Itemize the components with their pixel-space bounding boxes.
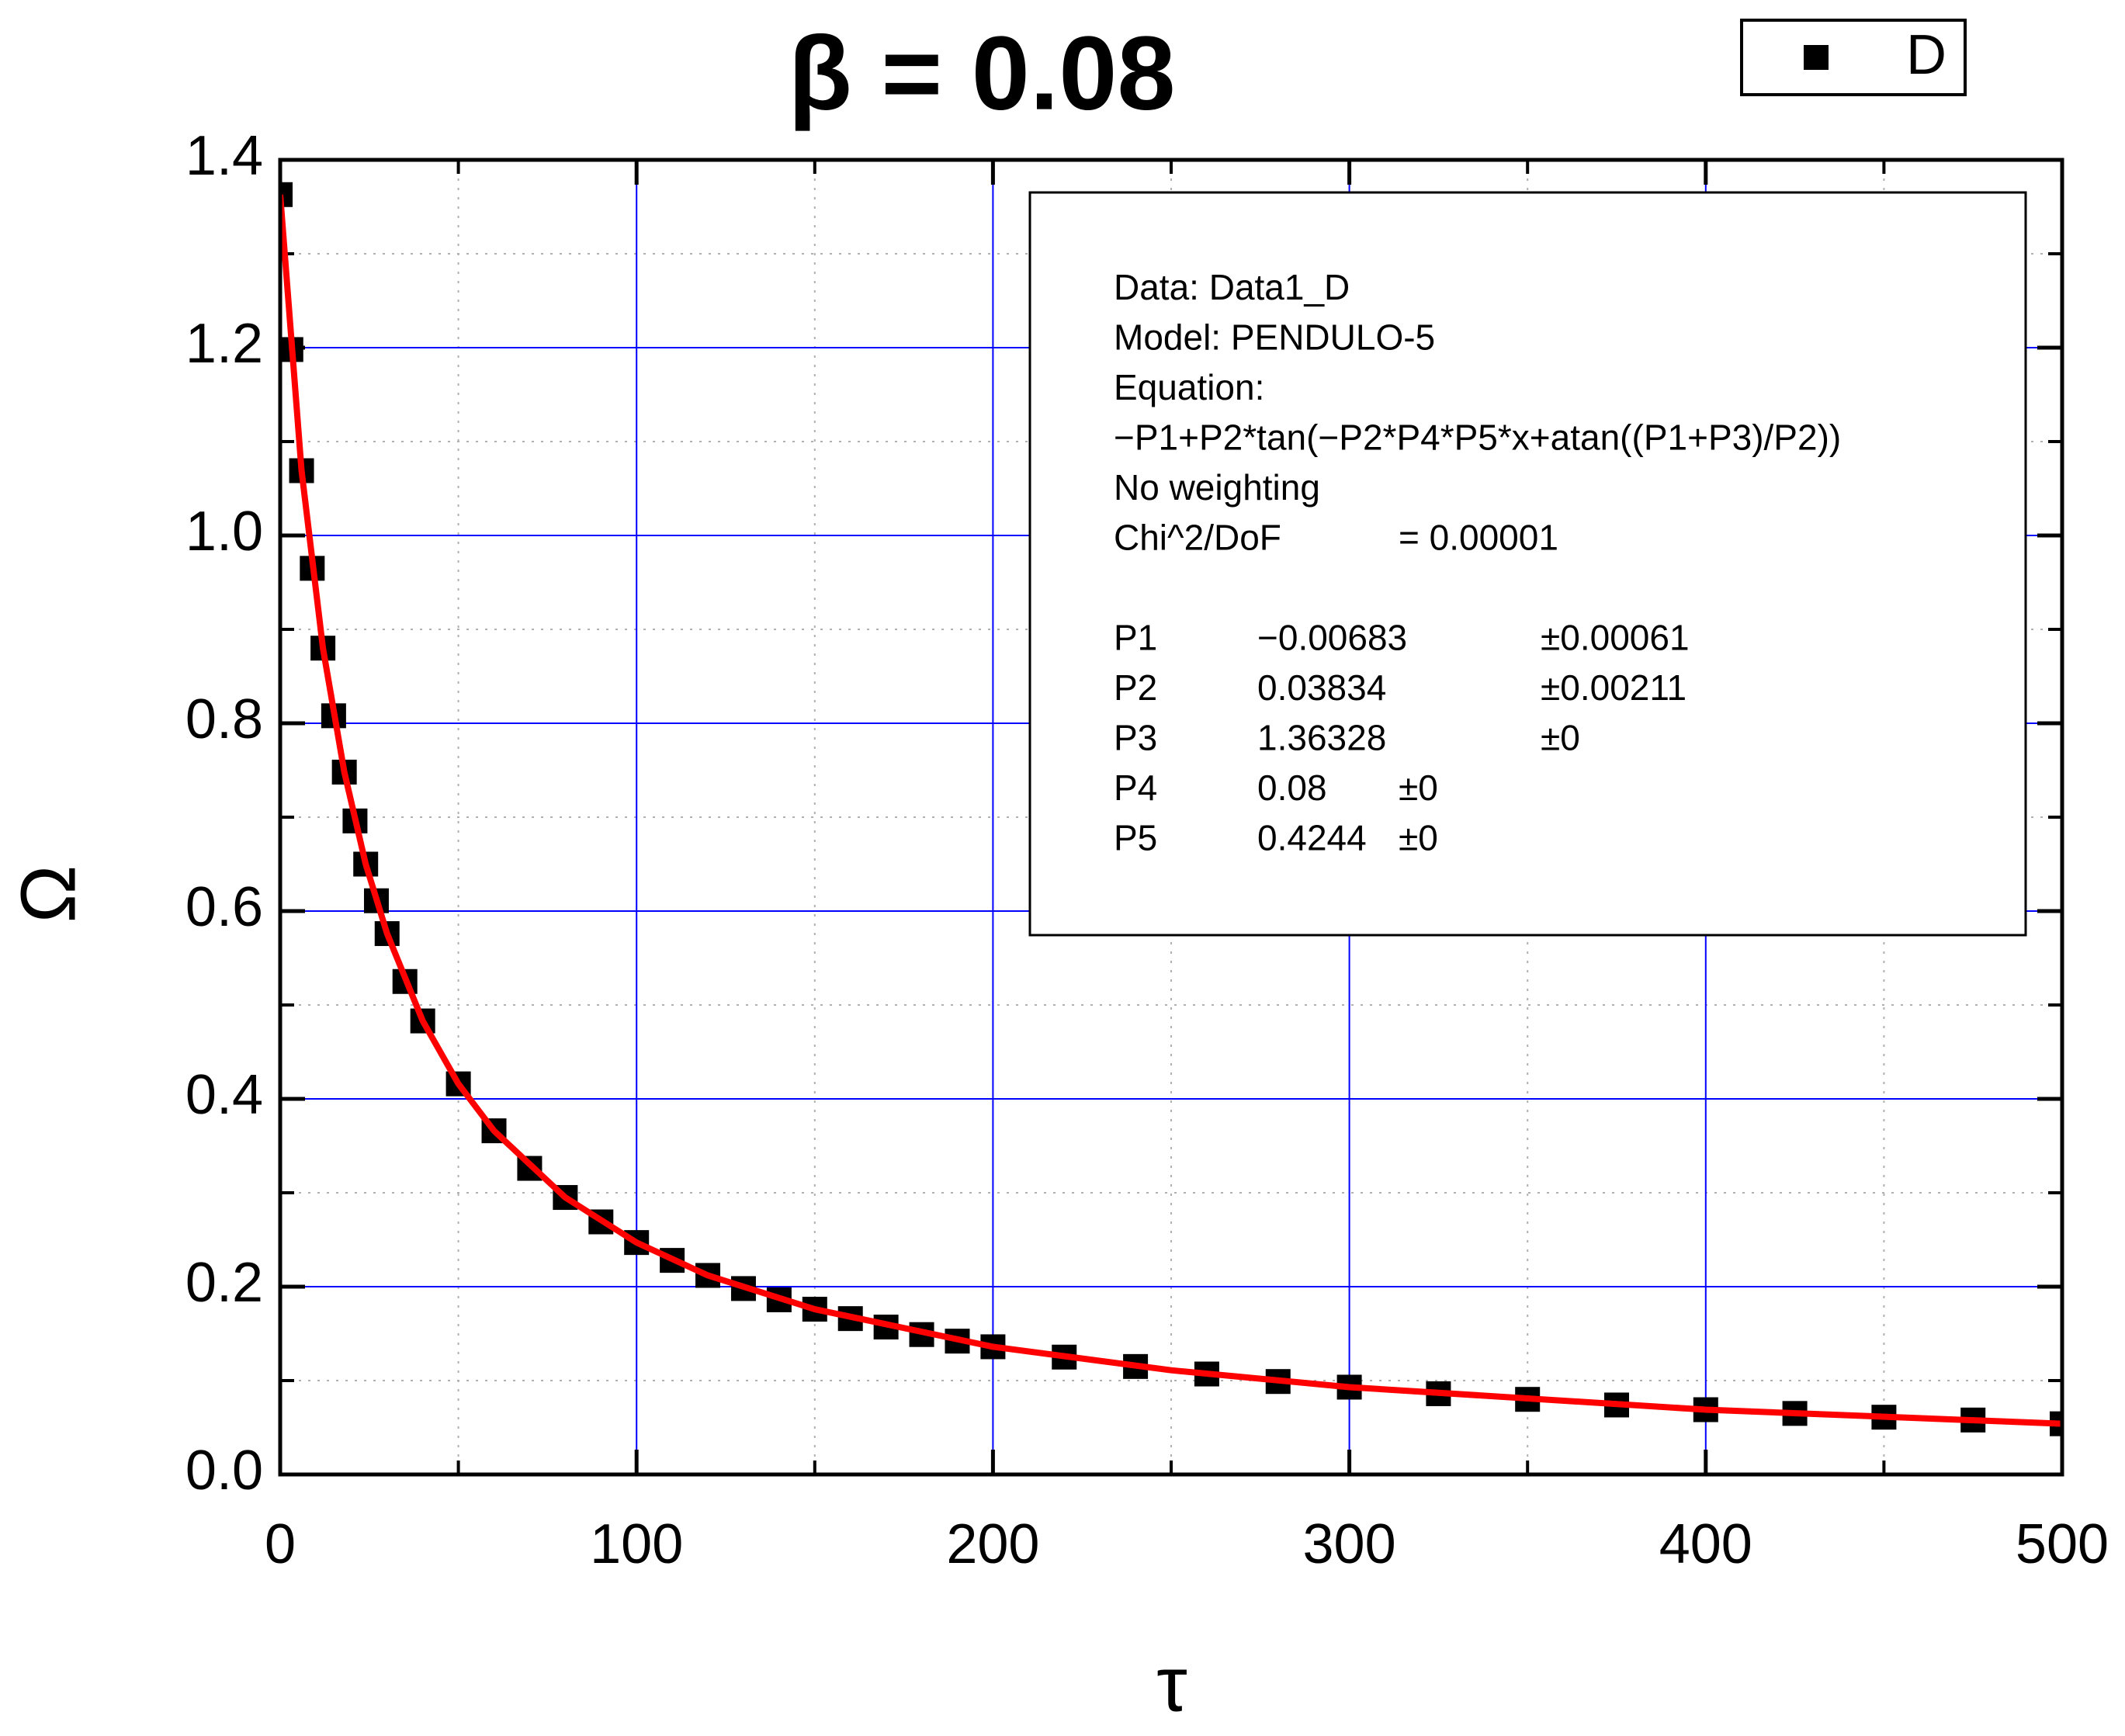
fit-report-line: Model: PENDULO-5 xyxy=(1114,317,1435,358)
x-tick-label: 100 xyxy=(590,1513,683,1575)
param-value: 0.03834 xyxy=(1257,667,1386,708)
plot-marks xyxy=(280,182,2062,1436)
fit-report-line: Equation: xyxy=(1114,367,1264,407)
x-tick-label: 300 xyxy=(1303,1513,1396,1575)
legend-box xyxy=(1740,19,1967,96)
param-value: 0.4244 xyxy=(1257,818,1367,858)
param-value: −0.00683 xyxy=(1257,618,1407,658)
param-error: ±0 xyxy=(1399,768,1438,808)
param-value: 1.36328 xyxy=(1257,718,1386,758)
fit-report-box xyxy=(1028,191,2027,937)
param-value: 0.08 xyxy=(1257,768,1327,808)
legend-label: D xyxy=(1906,24,1946,86)
legend-marker xyxy=(1804,45,1829,70)
param-name: P1 xyxy=(1114,618,1157,658)
y-tick-label: 0.6 xyxy=(185,876,263,938)
fit-report-line: −P1+P2*tan(−P2*P4*P5*x+atan((P1+P3)/P2)) xyxy=(1114,418,1841,458)
param-error: ±0.00061 xyxy=(1541,618,1690,658)
x-tick-label: 500 xyxy=(2016,1513,2109,1575)
param-name: P5 xyxy=(1114,818,1157,858)
y-tick-label: 1.4 xyxy=(185,125,263,187)
chart-title: β = 0.08 xyxy=(789,15,1176,132)
y-tick-label: 0.2 xyxy=(185,1252,263,1314)
y-tick-label: 1.0 xyxy=(185,501,263,563)
x-tick-label: 400 xyxy=(1659,1513,1752,1575)
fit-report-line: No weighting xyxy=(1114,467,1320,508)
param-name: P3 xyxy=(1114,718,1157,758)
x-tick-label: 0 xyxy=(265,1513,296,1575)
fit-report-line: Data: Data1_D xyxy=(1114,267,1350,307)
y-tick-label: 0.4 xyxy=(185,1064,263,1126)
param-error: ±0.00211 xyxy=(1541,667,1686,708)
param-error: ±0 xyxy=(1541,718,1580,758)
plot-frame xyxy=(278,158,2064,1477)
fit-report-chi-value: = 0.00001 xyxy=(1399,518,1558,558)
param-name: P4 xyxy=(1114,768,1157,808)
param-name: P2 xyxy=(1114,667,1157,708)
fit-report-chi-label: Chi^2/DoF xyxy=(1114,518,1281,558)
x-tick-label: 200 xyxy=(946,1513,1039,1575)
y-tick-label: 0.0 xyxy=(185,1440,263,1502)
fit-line xyxy=(280,194,2062,1427)
y-tick-label: 1.2 xyxy=(185,313,263,375)
y-axis-label: Ω xyxy=(5,865,92,923)
y-tick-label: 0.8 xyxy=(185,688,263,750)
param-error: ±0 xyxy=(1399,818,1438,858)
x-axis-label: τ xyxy=(1156,1641,1187,1727)
